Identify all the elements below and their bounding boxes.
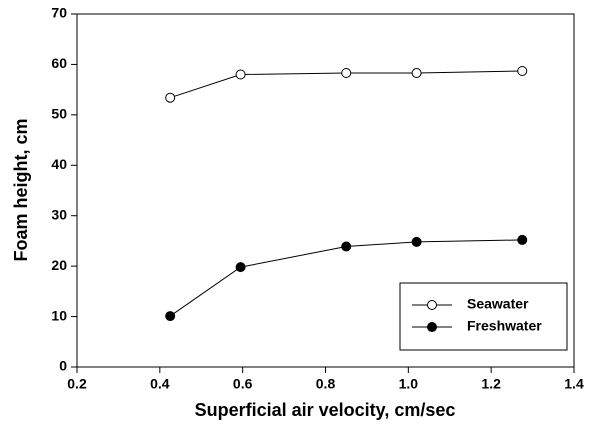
x-tick-label: 0.8 — [316, 376, 336, 392]
y-tick-label: 20 — [51, 257, 67, 273]
y-tick-label: 0 — [59, 358, 67, 374]
marker — [165, 92, 176, 103]
x-tick-label: 0.4 — [150, 376, 170, 392]
legend-box — [399, 282, 568, 351]
y-tick-label: 70 — [51, 5, 67, 21]
legend-marker — [427, 300, 437, 310]
legend-marker — [427, 322, 437, 332]
x-tick-label: 1.0 — [399, 376, 419, 392]
legend-label: Seawater — [467, 296, 529, 312]
marker — [165, 311, 176, 322]
y-tick-label: 30 — [51, 206, 67, 222]
marker — [235, 262, 246, 273]
marker — [411, 68, 422, 79]
marker — [411, 236, 422, 247]
x-axis-title: Superficial air velocity, cm/sec — [195, 400, 456, 420]
y-tick-label: 60 — [51, 55, 67, 71]
x-tick-label: 1.4 — [564, 376, 584, 392]
marker — [517, 65, 528, 76]
y-tick-label: 50 — [51, 106, 67, 122]
x-tick-label: 0.2 — [67, 376, 87, 392]
y-tick-label: 40 — [51, 156, 67, 172]
marker — [341, 68, 352, 79]
x-tick-label: 1.2 — [481, 376, 501, 392]
legend-label: Freshwater — [467, 318, 542, 334]
marker — [235, 69, 246, 80]
marker — [341, 241, 352, 252]
x-tick-label: 0.6 — [233, 376, 253, 392]
marker — [517, 234, 528, 245]
y-tick-label: 10 — [51, 307, 67, 323]
y-axis-title: Foam height, cm — [11, 118, 31, 261]
